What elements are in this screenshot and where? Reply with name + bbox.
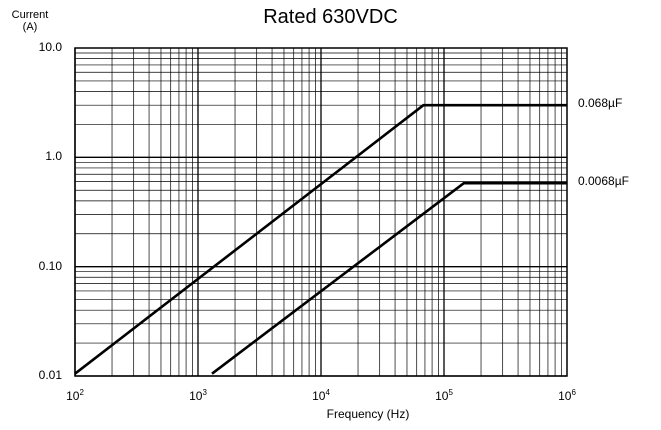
x-tick-base: 10: [312, 389, 326, 403]
y-tick-label: 0.10: [38, 258, 62, 273]
series-label: 0.068µF: [578, 96, 623, 111]
plot-frame: [74, 47, 568, 377]
x-tick-label: 103: [173, 388, 223, 404]
y-tick-label: 0.01: [38, 368, 62, 382]
x-tick-base: 10: [189, 389, 203, 403]
series-label: 0.0068µF: [578, 174, 629, 189]
x-tick-exponent: 2: [79, 388, 84, 397]
x-tick-base: 10: [558, 389, 572, 403]
x-tick-base: 10: [66, 389, 80, 403]
y-tick-label: 10.0: [38, 40, 62, 54]
x-tick-exponent: 4: [325, 388, 330, 397]
y-tick-label: 1.0: [45, 149, 62, 164]
y-axis-label-line: (A): [22, 21, 38, 33]
x-tick-exponent: 3: [202, 388, 207, 397]
x-tick-label: 106: [542, 388, 592, 404]
x-tick-exponent: 5: [448, 388, 453, 397]
grid: [74, 48, 567, 377]
x-tick-label: 102: [50, 388, 100, 404]
series-line: [74, 103, 567, 375]
y-axis-label-line: Current: [11, 9, 49, 21]
x-axis-label: Frequency (Hz): [326, 407, 410, 421]
y-axis-label: Current (A): [2, 9, 58, 33]
chart-title: Rated 630VDC: [263, 6, 398, 28]
x-tick-exponent: 6: [571, 388, 576, 397]
series-group: [74, 103, 567, 375]
series-line: [211, 181, 567, 375]
x-tick-base: 10: [435, 389, 449, 403]
x-tick-label: 104: [296, 388, 346, 404]
x-axis-label-wrap: Frequency (Hz): [0, 407, 661, 421]
x-tick-label: 105: [419, 388, 469, 404]
